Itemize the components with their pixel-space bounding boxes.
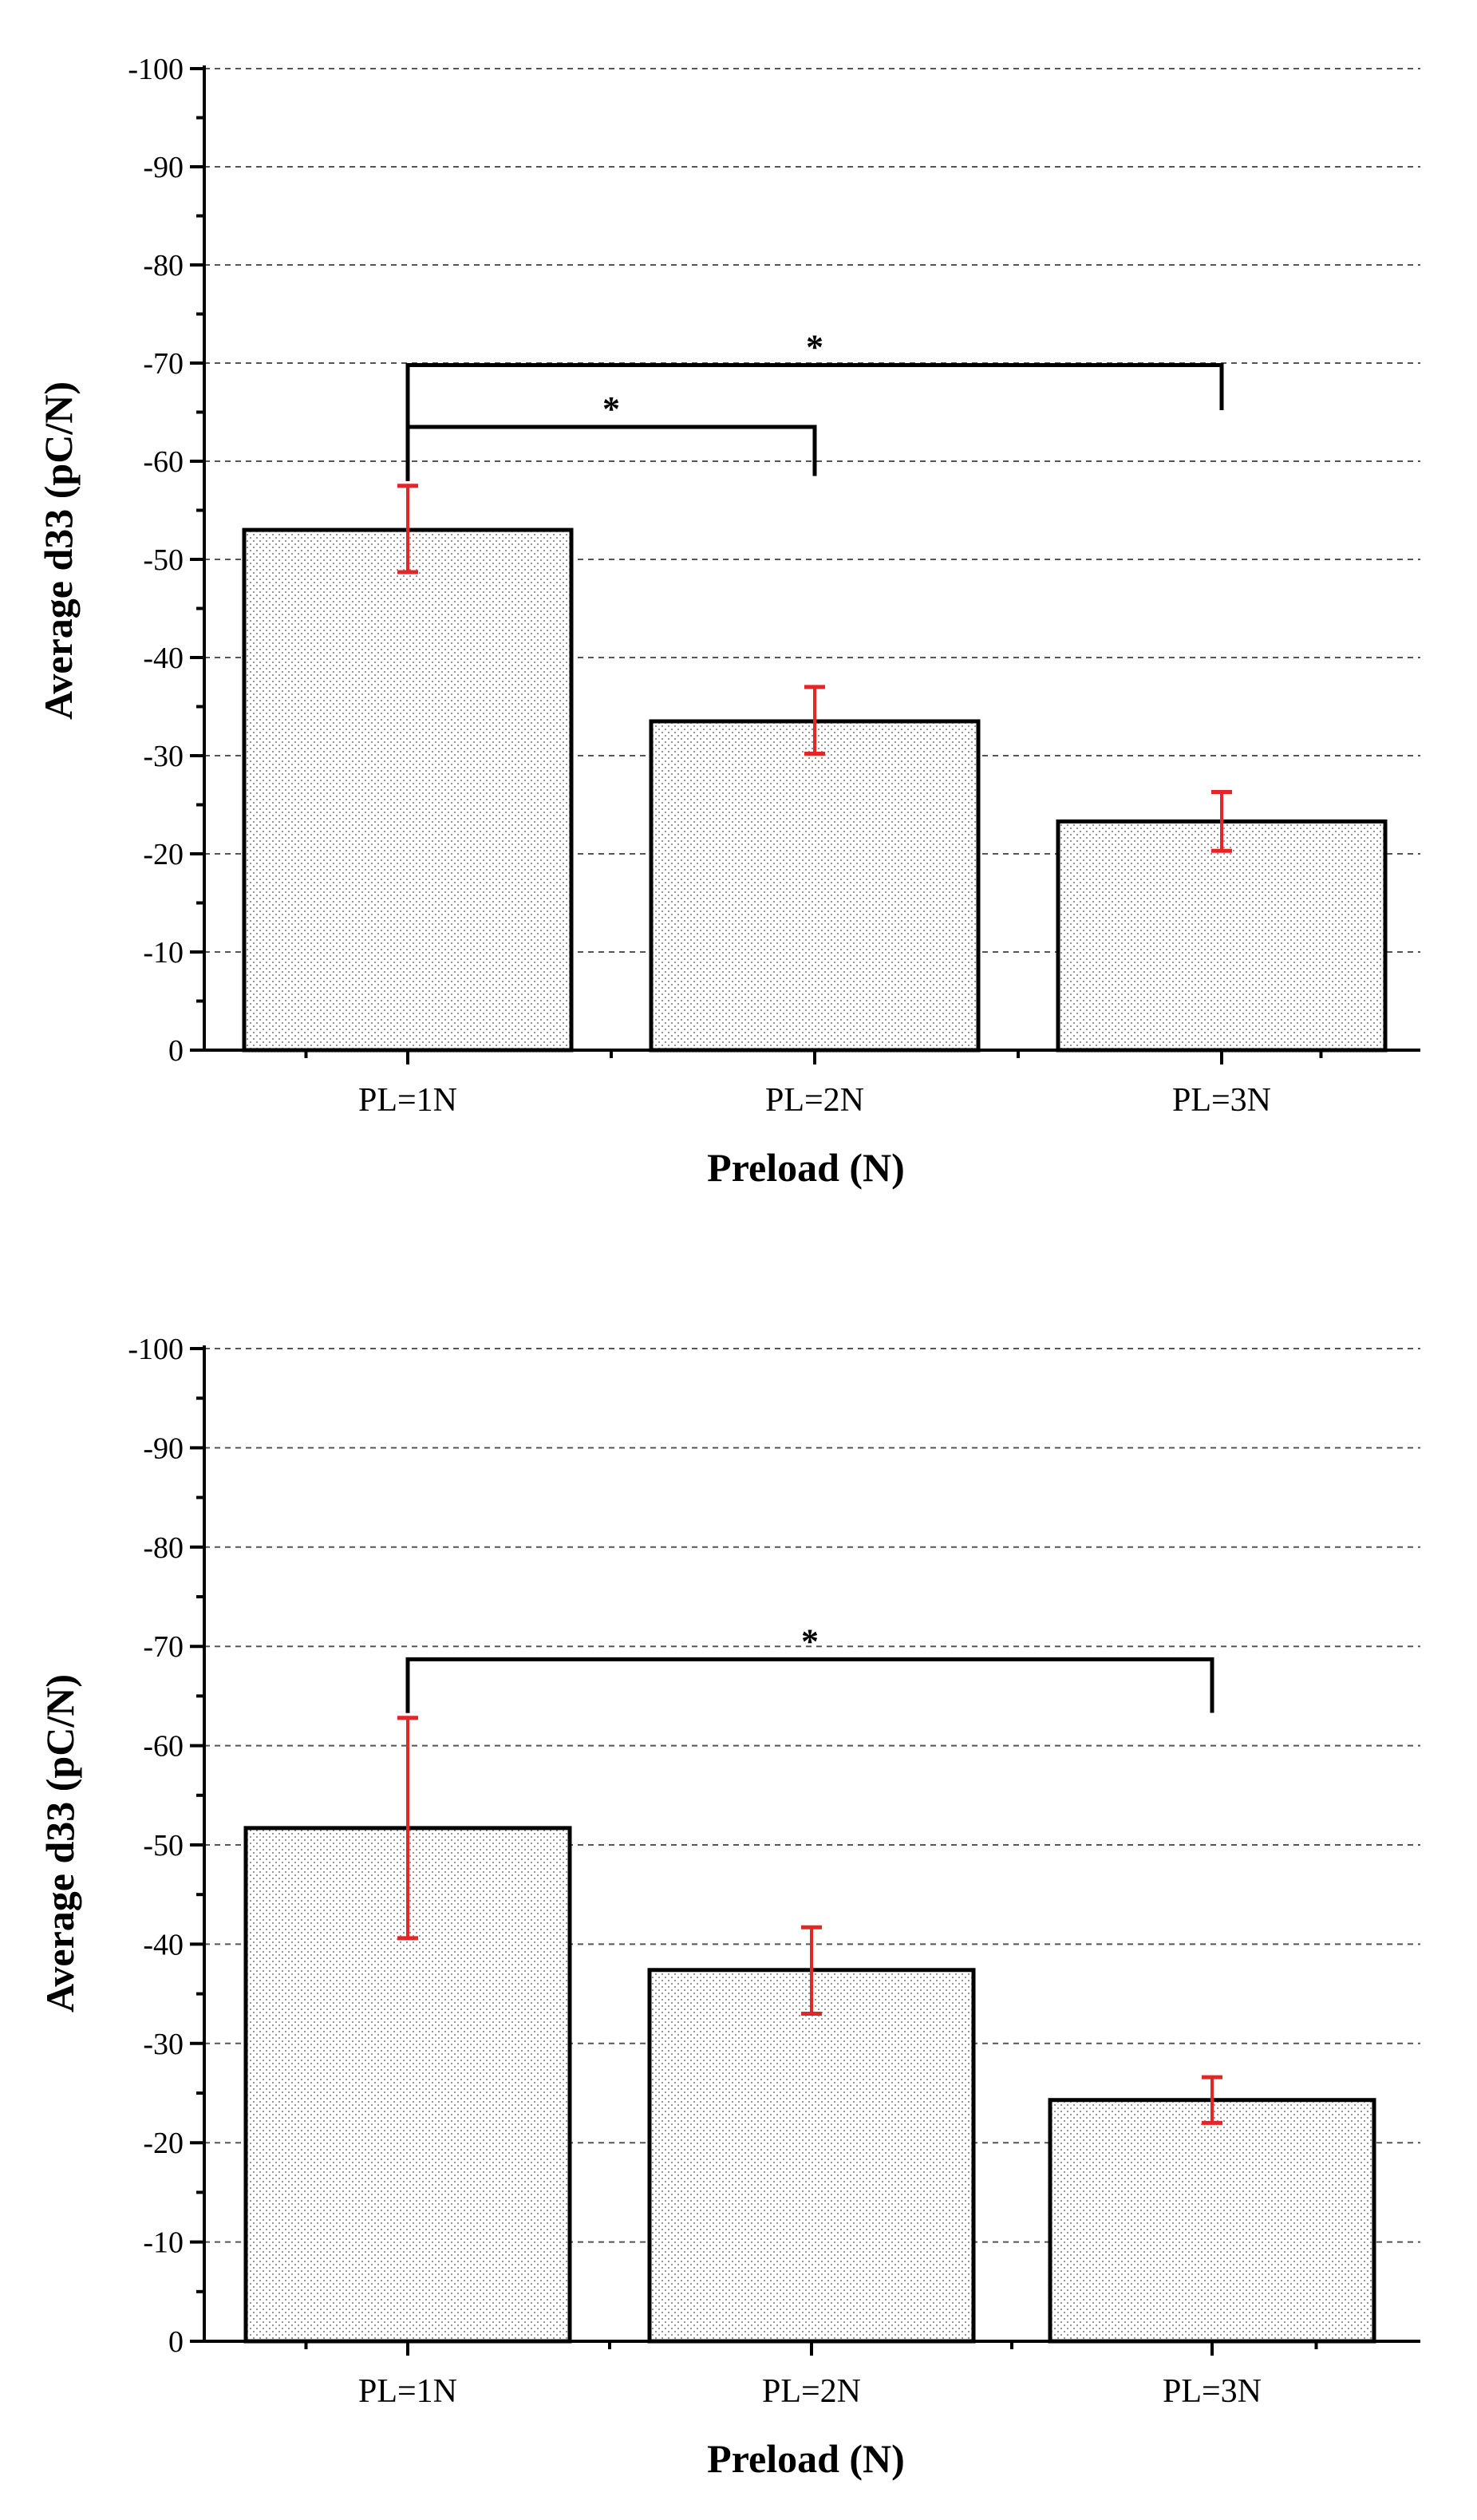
- axes: [190, 1345, 1420, 2356]
- y-tick-label: -80: [143, 249, 184, 282]
- y-tick-label: 0: [168, 2325, 184, 2359]
- y-tick-label: -30: [143, 2028, 184, 2061]
- x-tick-labels: PL=1N PL=2N PL=3N: [358, 2373, 1262, 2410]
- chart-bottom: * 0 -10 -20 -30 -40 -50 -60 -70 -80 -90 -100 PL=1N…: [38, 1333, 1420, 2481]
- y-tick-label: -100: [128, 53, 184, 86]
- y-tick-label: -70: [143, 1630, 184, 1664]
- x-axis-title: Preload (N): [707, 2436, 905, 2481]
- axes: [190, 65, 1420, 1064]
- significance-star: *: [801, 1621, 819, 1661]
- y-tick-label: -60: [143, 445, 184, 479]
- y-axis-title: Average d33 (pC/N): [36, 381, 81, 720]
- significance-bracket: [405, 362, 1224, 481]
- bar-pl-2n: [649, 719, 981, 1053]
- significance-brackets: *: [405, 1621, 1214, 1713]
- y-tick-label: -40: [143, 1928, 184, 1961]
- y-tick-label: -20: [143, 2127, 184, 2160]
- y-tick-label: -100: [128, 1333, 184, 1366]
- y-tick-label: -60: [143, 1730, 184, 1764]
- significance-bracket: [405, 425, 817, 481]
- x-tick-label: PL=1N: [358, 2373, 457, 2410]
- bars: [243, 1826, 1376, 2344]
- significance-brackets: **: [405, 327, 1224, 481]
- error-bars: [397, 1716, 1222, 2125]
- x-tick-label: PL=2N: [762, 2373, 861, 2410]
- x-tick-label: PL=3N: [1163, 2373, 1262, 2410]
- y-tick-labels: 0 -10 -20 -30 -40 -50 -60 -70 -80 -90 -100: [128, 1333, 184, 2359]
- y-tick-labels: 0 -10 -20 -30 -40 -50 -60 -70 -80 -90 -100: [128, 53, 184, 1068]
- y-tick-label: -80: [143, 1531, 184, 1565]
- y-tick-label: -50: [143, 1829, 184, 1862]
- chart-top: ** 0-10-20-30-40-50-60-70-80-90-100 PL=1…: [36, 53, 1420, 1190]
- bar-pl-1n: [242, 527, 574, 1053]
- bar-pl-3n: [1056, 819, 1388, 1053]
- x-tick-label: PL=2N: [765, 1082, 864, 1119]
- y-tick-label: -30: [143, 740, 184, 773]
- significance-bracket: [405, 1657, 1214, 1713]
- error-bars: [397, 484, 1232, 853]
- x-tick-label: PL=1N: [358, 1082, 457, 1119]
- bars: [242, 527, 1388, 1053]
- x-tick-labels: PL=1N PL=2N PL=3N: [358, 1082, 1271, 1119]
- y-tick-label: -70: [143, 347, 184, 381]
- significance-star: *: [602, 389, 620, 429]
- bar-pl-3n: [1048, 2098, 1376, 2344]
- y-tick-label: -50: [143, 543, 184, 577]
- significance-star: *: [806, 327, 823, 366]
- x-axis-title: Preload (N): [707, 1145, 905, 1190]
- y-tick-label: -40: [143, 642, 184, 675]
- x-tick-label: PL=3N: [1172, 1082, 1271, 1119]
- bar-pl-2n: [647, 1968, 976, 2344]
- y-tick-label: 0: [168, 1034, 184, 1068]
- y-axis-title: Average d33 (pC/N): [38, 1674, 82, 2012]
- y-tick-label: -20: [143, 838, 184, 871]
- y-tick-label: -10: [143, 936, 184, 970]
- y-tick-label: -90: [143, 1432, 184, 1465]
- y-tick-label: -90: [143, 151, 184, 184]
- y-tick-label: -10: [143, 2226, 184, 2260]
